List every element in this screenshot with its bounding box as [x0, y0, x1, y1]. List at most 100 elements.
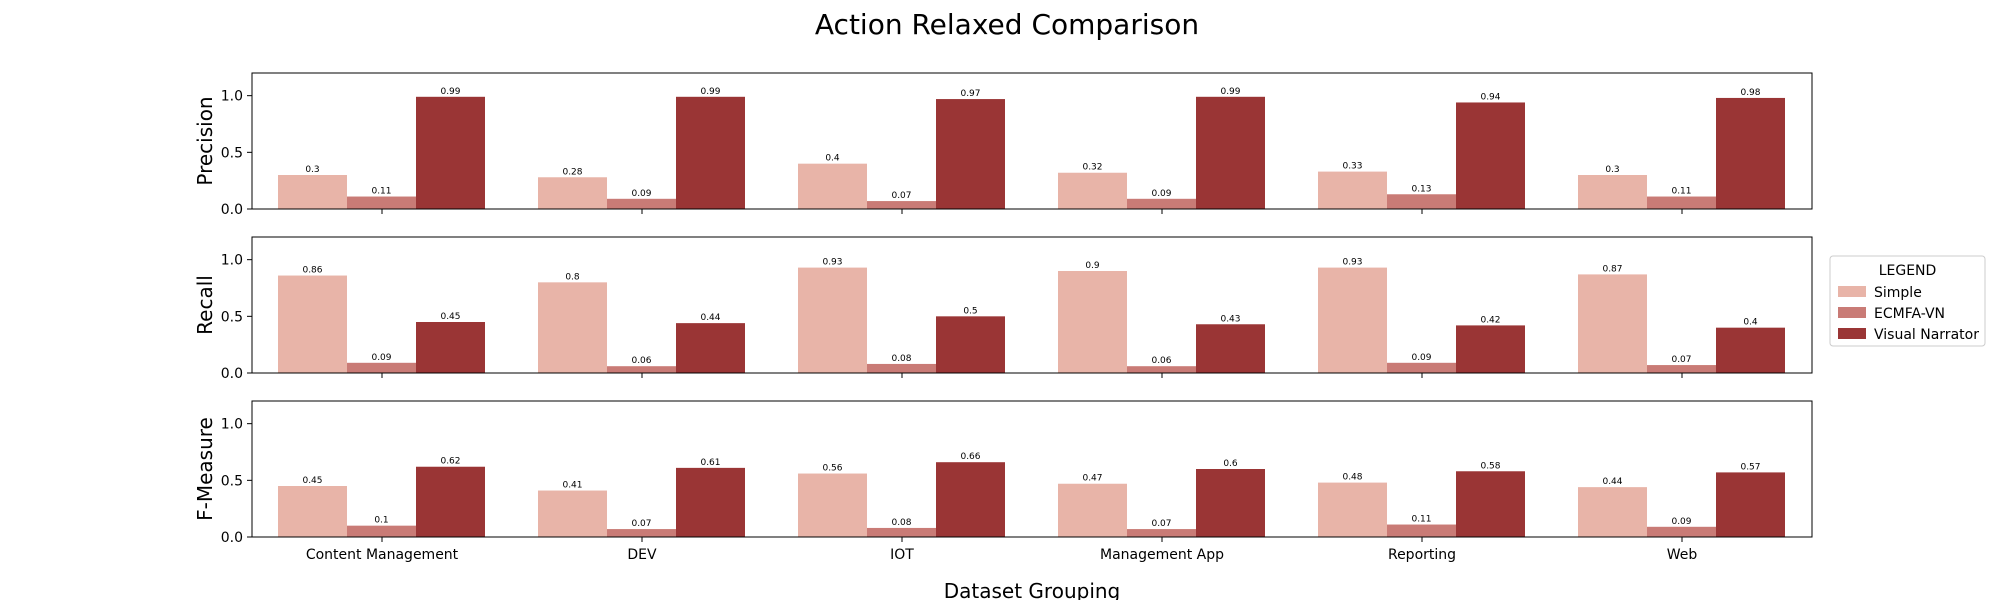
data-label: 0.48: [1342, 473, 1362, 483]
bar: [676, 467, 745, 537]
data-label: 0.42: [1480, 315, 1500, 325]
y-axis-label: Precision: [193, 96, 217, 185]
bar: [1318, 171, 1387, 209]
bar: [1578, 274, 1647, 373]
y-tick-label: 0.0: [221, 366, 243, 382]
data-label: 0.1: [374, 516, 388, 526]
data-label: 0.99: [700, 87, 720, 97]
x-tick-label: DEV: [627, 547, 657, 563]
bar: [1058, 172, 1127, 209]
data-label: 0.3: [1605, 165, 1619, 175]
data-label: 0.99: [1220, 87, 1240, 97]
bar: [1387, 194, 1456, 209]
bar: [416, 96, 485, 209]
data-label: 0.93: [1342, 258, 1362, 268]
data-label: 0.09: [371, 353, 391, 363]
bar: [1578, 487, 1647, 537]
data-label: 0.11: [1411, 515, 1431, 525]
data-label: 0.08: [891, 518, 911, 528]
bar: [538, 282, 607, 373]
chart-title: Action Relaxed Comparison: [815, 8, 1199, 41]
data-label: 0.06: [631, 356, 651, 366]
data-label: 0.99: [440, 87, 460, 97]
data-label: 0.09: [1671, 517, 1691, 527]
legend: LEGEND Simple ECMFA-VN Visual Narrator: [1829, 255, 1986, 347]
bar: [1716, 97, 1785, 209]
bar: [538, 177, 607, 209]
bar: [416, 322, 485, 373]
bar: [1647, 526, 1716, 537]
data-label: 0.13: [1411, 184, 1431, 194]
data-label: 0.93: [822, 258, 842, 268]
y-tick-label: 0.5: [221, 309, 243, 325]
data-label: 0.3: [305, 165, 319, 175]
x-tick-label: IOT: [890, 547, 914, 563]
y-axis-label: F-Measure: [193, 417, 217, 521]
bar: [278, 175, 347, 209]
data-label: 0.32: [1082, 163, 1102, 173]
x-axis-label: Dataset Grouping: [944, 579, 1121, 600]
bar: [1196, 469, 1265, 537]
bar: [1647, 196, 1716, 209]
data-label: 0.07: [631, 519, 651, 529]
data-label: 0.28: [562, 167, 582, 177]
data-label: 0.98: [1740, 88, 1760, 98]
bar: [1127, 529, 1196, 537]
bar: [607, 198, 676, 209]
x-tick-label: Content Management: [306, 547, 459, 563]
data-label: 0.4: [1743, 318, 1758, 328]
bar: [347, 525, 416, 537]
bar: [1387, 362, 1456, 373]
data-label: 0.44: [1602, 477, 1622, 487]
bar: [607, 366, 676, 373]
y-tick-label: 0.0: [221, 530, 243, 546]
y-tick-label: 1.0: [221, 89, 243, 105]
data-label: 0.41: [562, 481, 582, 491]
bar: [867, 363, 936, 373]
bar: [1318, 482, 1387, 537]
bar: [607, 529, 676, 537]
data-label: 0.6: [1223, 459, 1238, 469]
legend-swatch: [1838, 328, 1866, 339]
data-label: 0.4: [825, 154, 840, 164]
bar: [867, 527, 936, 537]
bar: [1127, 366, 1196, 373]
y-tick-label: 0.5: [221, 145, 243, 161]
bar: [538, 490, 607, 537]
bar: [1716, 327, 1785, 373]
bar: [1578, 175, 1647, 209]
bar: [798, 473, 867, 537]
data-label: 0.9: [1085, 261, 1100, 271]
data-label: 0.87: [1602, 264, 1622, 274]
panel-precision: 0.3 0.28 0.4 0.32 0.33 0.3 0.11 0.09 0.07 0.09 0.1…: [193, 72, 1813, 218]
bar: [936, 462, 1005, 537]
data-label: 0.09: [1411, 353, 1431, 363]
legend-title: LEGEND: [1879, 263, 1937, 279]
data-label: 0.08: [891, 354, 911, 364]
bar: [1058, 271, 1127, 373]
y-axis-label: Recall: [193, 275, 217, 335]
bar: [676, 96, 745, 209]
bar: [798, 267, 867, 373]
bar: [1058, 483, 1127, 537]
legend-swatch: [1838, 307, 1866, 318]
data-label: 0.56: [822, 464, 842, 474]
data-label: 0.09: [631, 189, 651, 199]
y-tick-label: 1.0: [221, 253, 243, 269]
bar: [676, 323, 745, 373]
bar: [347, 362, 416, 373]
data-label: 0.61: [700, 458, 720, 468]
data-label: 0.07: [1151, 519, 1171, 529]
data-label: 0.47: [1082, 474, 1102, 484]
bar: [1456, 325, 1525, 373]
bar: [867, 201, 936, 209]
data-label: 0.57: [1740, 462, 1760, 472]
data-label: 0.45: [302, 476, 322, 486]
legend-swatch: [1838, 286, 1866, 297]
data-label: 0.09: [1151, 189, 1171, 199]
bar: [1318, 267, 1387, 373]
bar: [1716, 472, 1785, 537]
bar: [1196, 96, 1265, 209]
bar: [278, 275, 347, 373]
